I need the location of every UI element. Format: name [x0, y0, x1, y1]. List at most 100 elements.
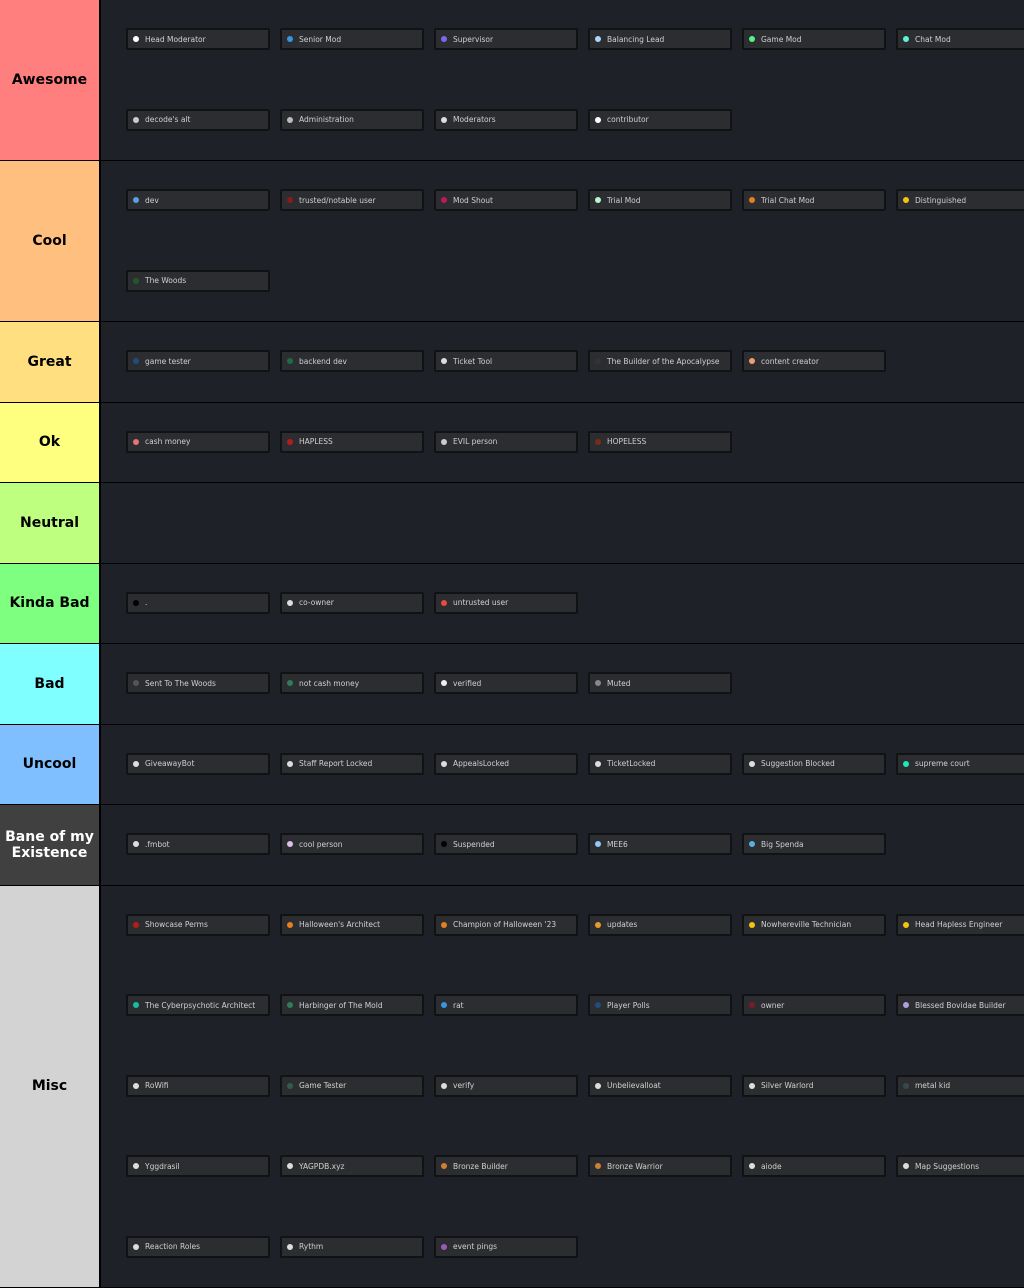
- role-dot: [441, 358, 447, 365]
- role-chip: AppealsLocked: [434, 752, 578, 775]
- role-chip: verify: [434, 1074, 578, 1097]
- role-name: not cash money: [299, 678, 360, 688]
- role-name: content creator: [761, 356, 819, 366]
- role-dot: [133, 358, 139, 365]
- role-name: Distinguished: [915, 195, 967, 205]
- role-dot: [903, 1082, 909, 1089]
- tier-items: cash money HAPLESS EVIL person HOPELESS: [101, 402, 1024, 482]
- role-chip: Halloween's Architect: [280, 913, 424, 936]
- tier-label: Misc: [0, 885, 99, 1287]
- role-chip: .fmbot: [126, 833, 270, 856]
- role-dot: [595, 921, 601, 928]
- role-chip: Ticket Tool: [434, 350, 578, 373]
- role-name: Reaction Roles: [145, 1242, 201, 1252]
- role-chip: Sent To The Woods: [126, 672, 270, 695]
- role-dot: [595, 1163, 601, 1170]
- role-chip: aiode: [742, 1155, 886, 1178]
- role-dot: [133, 1082, 139, 1089]
- tier-label: Bane of my Existence: [0, 805, 99, 885]
- role-chip: The Cyberpsychotic Architect: [126, 994, 270, 1017]
- role-dot: [595, 36, 601, 43]
- role-dot: [133, 36, 139, 43]
- role-chip: Champion of Halloween '23: [434, 913, 578, 936]
- role-name: co-owner: [299, 598, 334, 608]
- role-chip: metal kid: [896, 1074, 1024, 1097]
- role-chip: EVIL person: [434, 430, 578, 453]
- role-chip: untrusted user: [434, 591, 578, 614]
- role-name: Mod Shout: [453, 195, 494, 205]
- role-dot: [441, 760, 447, 767]
- role-name: backend dev: [299, 356, 347, 366]
- role-dot: [287, 197, 293, 204]
- role-chip: Showcase Perms: [126, 913, 270, 936]
- role-name: Game Mod: [761, 34, 802, 44]
- role-dot: [441, 1243, 447, 1250]
- tier-label: Ok: [0, 402, 99, 482]
- role-name: Sent To The Woods: [145, 678, 216, 688]
- role-dot: [441, 1002, 447, 1009]
- role-dot: [595, 197, 601, 204]
- tier-items: .fmbot cool person Suspended MEE6 Big Spenda: [101, 805, 1024, 885]
- tier-row: Bane of my Existence .fmbot cool person Sus…: [0, 805, 1024, 886]
- role-chip: The Builder of the Apocalypse: [588, 350, 732, 373]
- role-name: untrusted user: [453, 598, 509, 608]
- tier-row: Ok cash money HAPLESS EVIL person HOPELESS: [0, 402, 1024, 484]
- role-dot: [287, 1082, 293, 1089]
- tier-row: Kinda Bad. co-owner untrusted user: [0, 563, 1024, 645]
- role-name: Champion of Halloween '23: [453, 920, 557, 930]
- role-chip: Suspended: [434, 833, 578, 856]
- role-dot: [441, 599, 447, 606]
- role-dot: [287, 599, 293, 606]
- role-chip: .: [126, 591, 270, 614]
- role-name: Unbelievalloat: [607, 1081, 661, 1091]
- role-name: event pings: [453, 1242, 498, 1252]
- role-name: Suggestion Blocked: [761, 759, 835, 769]
- role-name: dev: [145, 195, 159, 205]
- role-name: Bronze Builder: [453, 1161, 508, 1171]
- role-dot: [749, 197, 755, 204]
- role-chip: event pings: [434, 1235, 578, 1258]
- role-dot: [133, 1243, 139, 1250]
- role-dot: [287, 760, 293, 767]
- role-chip: game tester: [126, 350, 270, 373]
- role-chip: dev: [126, 189, 270, 212]
- role-dot: [749, 358, 755, 365]
- role-dot: [595, 358, 601, 365]
- role-name: The Builder of the Apocalypse: [607, 356, 720, 366]
- role-name: Big Spenda: [761, 839, 804, 849]
- role-chip: content creator: [742, 350, 886, 373]
- role-name: cool person: [299, 839, 343, 849]
- role-chip: Game Mod: [742, 28, 886, 51]
- role-dot: [133, 1002, 139, 1009]
- role-name: Suspended: [453, 839, 495, 849]
- role-dot: [903, 197, 909, 204]
- role-dot: [595, 1082, 601, 1089]
- role-chip: Muted: [588, 672, 732, 695]
- role-dot: [903, 36, 909, 43]
- role-name: Map Suggestions: [915, 1161, 980, 1171]
- role-dot: [133, 680, 139, 687]
- tier-row: Misc Showcase Perms Halloween's Architect C…: [0, 885, 1024, 1288]
- role-dot: [441, 197, 447, 204]
- role-name: AppealsLocked: [453, 759, 510, 769]
- tier-items: dev trusted/notable user Mod Shout Trial Mo…: [101, 161, 1024, 321]
- role-chip: Silver Warlord: [742, 1074, 886, 1097]
- role-chip: Staff Report Locked: [280, 752, 424, 775]
- role-dot: [441, 36, 447, 43]
- role-dot: [441, 921, 447, 928]
- role-dot: [749, 841, 755, 848]
- role-name: HOPELESS: [607, 437, 647, 447]
- role-chip: owner: [742, 994, 886, 1017]
- role-name: Player Polls: [607, 1000, 650, 1010]
- role-name: Yggdrasil: [145, 1161, 180, 1171]
- role-dot: [595, 841, 601, 848]
- role-name: RoWifi: [145, 1081, 169, 1091]
- role-chip: Rythm: [280, 1235, 424, 1258]
- tier-row: Uncool GiveawayBot Staff Report Locked Appe…: [0, 724, 1024, 806]
- role-name: HAPLESS: [299, 437, 333, 447]
- role-name: Silver Warlord: [761, 1081, 814, 1091]
- role-chip: Game Tester: [280, 1074, 424, 1097]
- role-chip: Chat Mod: [896, 28, 1024, 51]
- role-dot: [133, 921, 139, 928]
- role-name: Rythm: [299, 1242, 324, 1252]
